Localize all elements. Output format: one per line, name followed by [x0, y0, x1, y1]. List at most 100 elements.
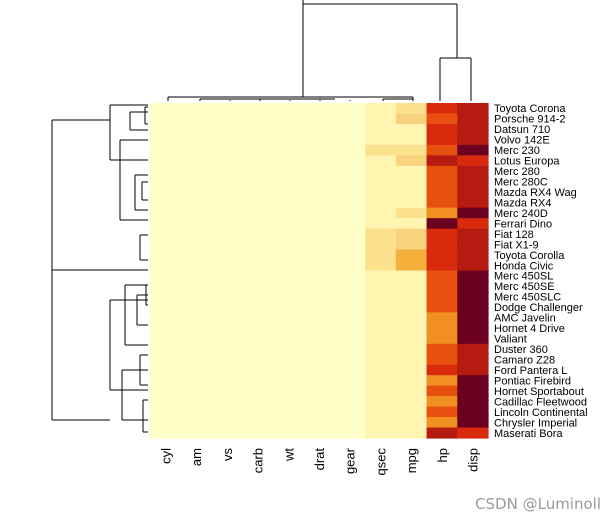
heatmap-cell — [395, 165, 428, 177]
heatmap-cell — [457, 218, 489, 230]
heatmap-cell — [365, 333, 397, 345]
heatmap-cell — [395, 197, 428, 209]
heatmap-cell — [303, 239, 335, 251]
heatmap-cell — [242, 291, 274, 303]
heatmap-cell — [272, 260, 305, 272]
heatmap-cell — [457, 375, 489, 387]
heatmap-cell — [457, 186, 489, 198]
heatmap-cell — [457, 291, 489, 303]
heatmap-cell — [457, 113, 489, 125]
heatmap-cell — [457, 165, 489, 177]
heatmap-cell — [457, 280, 489, 293]
heatmap-cell — [242, 176, 274, 188]
heatmap-cell — [334, 260, 366, 272]
heatmap-cell — [457, 385, 489, 397]
heatmap-cell — [395, 113, 428, 125]
heatmap-cell — [303, 385, 335, 397]
heatmap-cell — [365, 375, 397, 387]
heatmap-cell — [426, 165, 458, 177]
column-labels: cyl am vs carb wt drat gear qsec mpg hp disp — [158, 447, 480, 475]
heatmap-cell — [303, 113, 335, 125]
heatmap-cell — [303, 427, 335, 439]
heatmap-cell — [180, 270, 213, 282]
heatmap-cell — [365, 260, 397, 272]
heatmap-cell — [180, 396, 213, 408]
heatmap-cell — [395, 176, 428, 188]
heatmap-cell — [150, 343, 182, 355]
heatmap-cell — [426, 103, 458, 115]
heatmap-cell — [211, 333, 243, 345]
heatmap-cell — [150, 228, 182, 240]
heatmap-cell — [395, 249, 428, 261]
column-label: vs — [220, 448, 235, 462]
heatmap-cell — [272, 322, 305, 334]
heatmap-cell — [426, 385, 458, 397]
heatmap-cell — [334, 427, 366, 439]
heatmap-cell — [180, 228, 213, 240]
heatmap-cell — [211, 186, 243, 198]
heatmap-cell — [150, 218, 182, 230]
heatmap-cell — [303, 301, 335, 313]
heatmap-cell — [365, 113, 397, 125]
row-label: Merc 280C — [494, 177, 548, 189]
heatmap-cell — [365, 155, 397, 167]
heatmap-cell — [272, 155, 305, 167]
heatmap-cells — [150, 103, 489, 439]
heatmap-cell — [365, 165, 397, 177]
heatmap-cell — [150, 291, 182, 303]
heatmap-cell — [303, 280, 335, 293]
heatmap-cell — [242, 207, 274, 219]
column-label: wt — [281, 448, 296, 462]
heatmap-cell — [365, 322, 397, 334]
heatmap-cell — [334, 228, 366, 240]
heatmap-cell — [395, 301, 428, 313]
heatmap-cell — [180, 155, 213, 167]
heatmap-cell — [457, 249, 489, 261]
heatmap-cell — [211, 123, 243, 136]
heatmap-cell — [150, 270, 182, 282]
heatmap-cell — [426, 301, 458, 313]
heatmap-cell — [242, 280, 274, 293]
row-label: Ford Pantera L — [494, 365, 567, 377]
heatmap-cell — [180, 427, 213, 439]
heatmap-cell — [365, 218, 397, 230]
row-label: Lotus Europa — [494, 156, 560, 168]
heatmap-cell — [180, 364, 213, 376]
heatmap-cell — [334, 165, 366, 177]
heatmap-cell — [150, 144, 182, 156]
heatmap-cell — [365, 385, 397, 397]
heatmap-cell — [457, 134, 489, 146]
heatmap-cell — [272, 113, 305, 125]
heatmap-cell — [272, 291, 305, 303]
heatmap-cell — [303, 103, 335, 115]
heatmap-cell — [395, 364, 428, 376]
heatmap-cell — [457, 396, 489, 408]
heatmap-cell — [395, 134, 428, 146]
heatmap-cell — [334, 333, 366, 345]
heatmap-cell — [334, 155, 366, 167]
row-label: Porsche 914-2 — [494, 114, 566, 126]
heatmap-cell — [211, 375, 243, 387]
row-label: Camaro Z28 — [494, 354, 555, 366]
row-dendrogram — [51, 104, 148, 433]
heatmap-cell — [272, 249, 305, 261]
heatmap-cell — [180, 197, 213, 209]
heatmap-cell — [242, 406, 274, 418]
heatmap-cell — [242, 165, 274, 177]
heatmap-cell — [150, 207, 182, 219]
heatmap-cell — [150, 396, 182, 408]
heatmap-cell — [150, 301, 182, 313]
heatmap-cell — [211, 134, 243, 146]
heatmap-cell — [242, 375, 274, 387]
heatmap-cell — [211, 218, 243, 230]
heatmap-cell — [303, 343, 335, 355]
heatmap-cell — [211, 396, 243, 408]
heatmap-cell — [365, 270, 397, 282]
heatmap-cell — [457, 417, 489, 429]
heatmap-cell — [303, 197, 335, 209]
heatmap-cell — [272, 396, 305, 408]
heatmap-cell — [365, 134, 397, 146]
heatmap-cell — [180, 343, 213, 355]
column-label: mpg — [404, 448, 419, 473]
